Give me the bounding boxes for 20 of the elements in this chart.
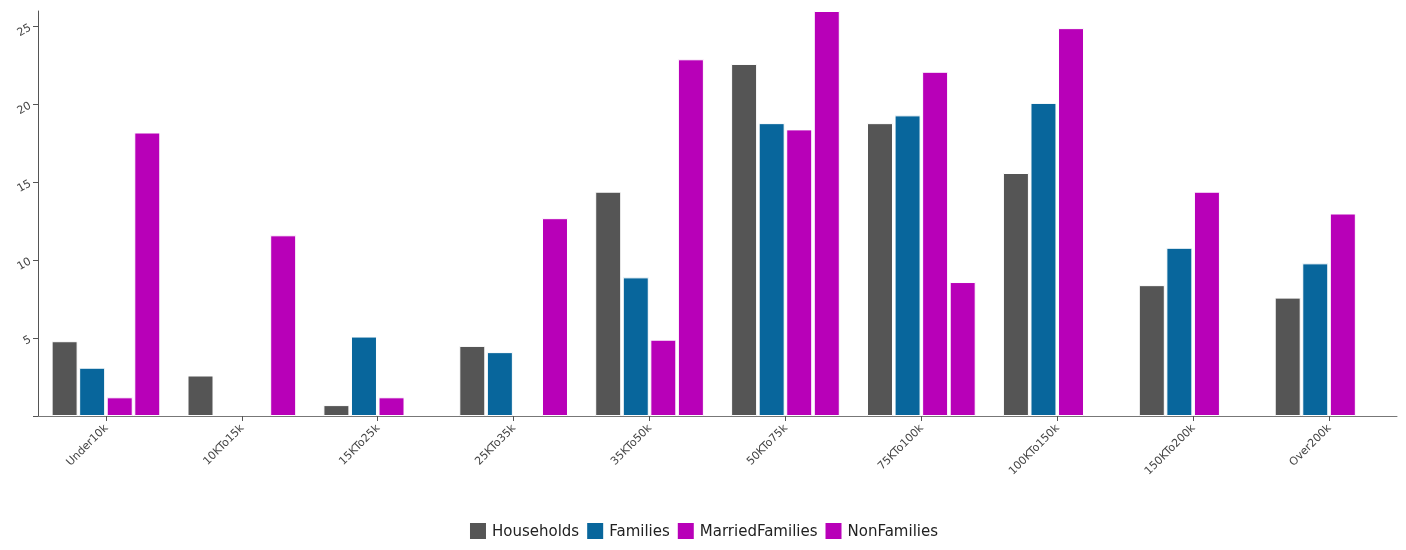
legend-label: NonFamilies	[847, 522, 939, 540]
bar	[1329, 213, 1356, 416]
y-tick-label: 20	[14, 98, 34, 118]
legend-label: Households	[491, 522, 580, 540]
bar	[187, 375, 214, 416]
bar	[541, 218, 568, 416]
y-tick-label: 5	[20, 332, 34, 348]
bar	[677, 59, 704, 416]
bar	[270, 235, 297, 416]
y-tick-label: 15	[14, 176, 34, 195]
bar	[949, 282, 976, 416]
y-tick-label: 10	[14, 254, 34, 273]
bar	[813, 11, 840, 416]
bar	[486, 352, 513, 416]
bar	[595, 191, 622, 416]
bar	[731, 63, 758, 416]
bar	[459, 345, 486, 416]
y-tick-label: 25	[14, 20, 34, 40]
legend-label: Families	[609, 522, 670, 540]
legend-label: MarriedFamilies	[699, 522, 818, 540]
